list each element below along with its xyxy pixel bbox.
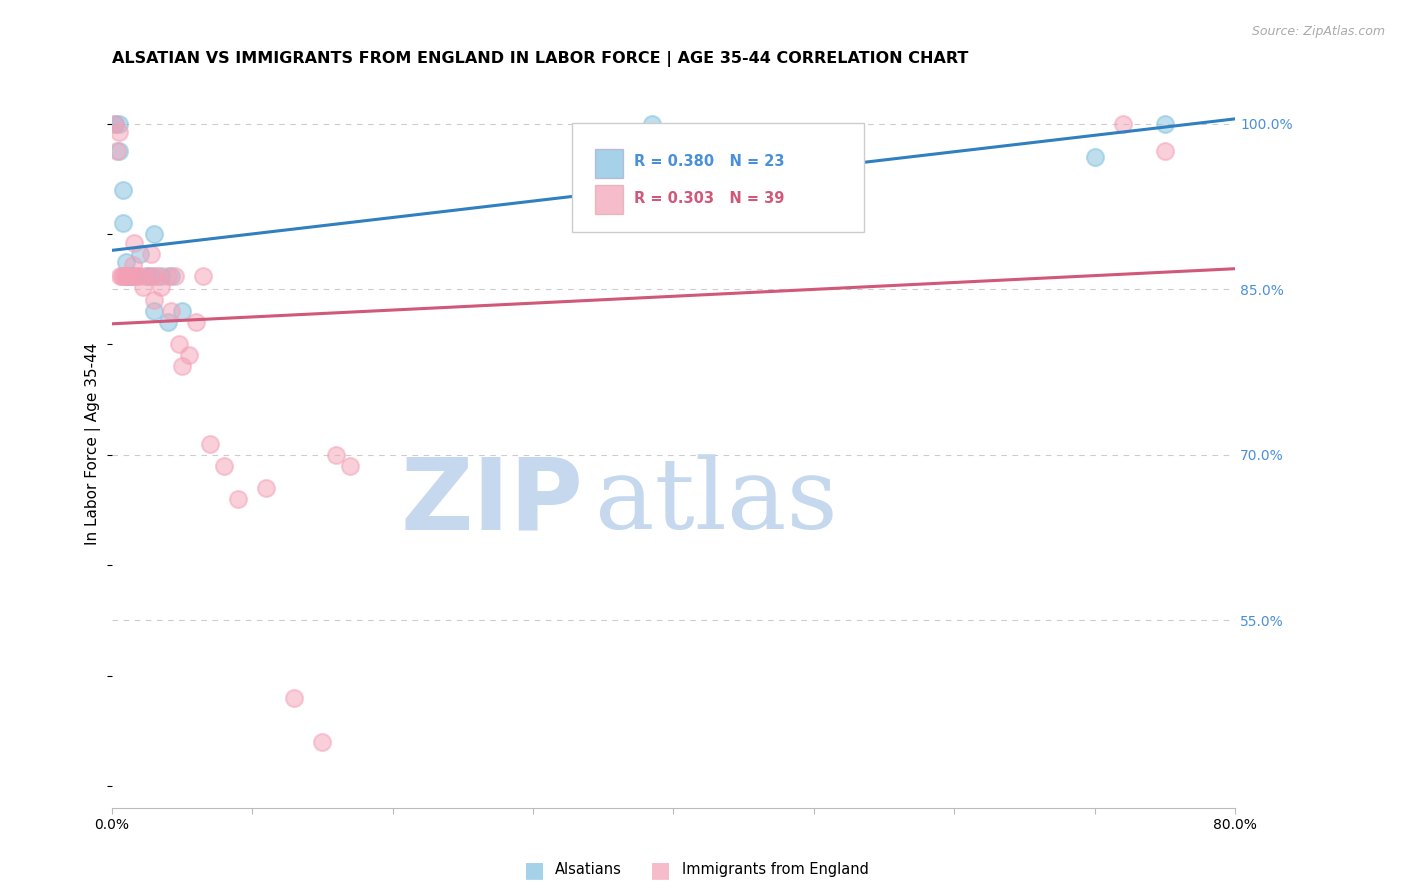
Point bbox=[135, 268, 157, 283]
Point bbox=[177, 348, 200, 362]
Point bbox=[108, 268, 131, 283]
Text: Immigrants from England: Immigrants from England bbox=[682, 863, 869, 877]
Point bbox=[254, 481, 277, 495]
FancyBboxPatch shape bbox=[572, 123, 865, 232]
Point bbox=[110, 268, 132, 283]
Point bbox=[105, 144, 128, 158]
Point bbox=[135, 268, 157, 283]
Point bbox=[125, 268, 148, 283]
Point bbox=[139, 247, 162, 261]
Point bbox=[283, 690, 305, 705]
Point bbox=[156, 315, 179, 329]
Text: ■: ■ bbox=[524, 860, 544, 880]
Point bbox=[212, 458, 235, 473]
Point bbox=[128, 247, 150, 261]
Point bbox=[159, 304, 181, 318]
Point bbox=[139, 268, 162, 283]
Point bbox=[114, 268, 136, 283]
Point bbox=[142, 304, 165, 318]
Point bbox=[325, 448, 347, 462]
Point bbox=[117, 268, 139, 283]
Point bbox=[131, 280, 153, 294]
Point bbox=[111, 268, 134, 283]
Point bbox=[111, 183, 134, 197]
Point bbox=[149, 280, 172, 294]
Point bbox=[117, 268, 139, 283]
Text: R = 0.380   N = 23: R = 0.380 N = 23 bbox=[634, 154, 785, 169]
Point bbox=[170, 304, 193, 318]
Point bbox=[191, 268, 214, 283]
Point bbox=[167, 337, 190, 351]
Point bbox=[163, 268, 186, 283]
Point bbox=[145, 268, 167, 283]
Point bbox=[159, 268, 181, 283]
Point bbox=[111, 216, 134, 230]
Point bbox=[117, 268, 139, 283]
Text: atlas: atlas bbox=[595, 454, 838, 549]
Point bbox=[198, 436, 221, 450]
Point bbox=[128, 268, 150, 283]
FancyBboxPatch shape bbox=[595, 149, 623, 178]
Point bbox=[107, 116, 129, 130]
Point bbox=[1154, 116, 1177, 130]
Point bbox=[122, 235, 145, 250]
Text: Alsatians: Alsatians bbox=[555, 863, 623, 877]
Point bbox=[1084, 150, 1107, 164]
Point bbox=[142, 268, 165, 283]
Text: ZIP: ZIP bbox=[401, 453, 583, 550]
Point bbox=[641, 116, 664, 130]
Point bbox=[103, 116, 125, 130]
Text: Source: ZipAtlas.com: Source: ZipAtlas.com bbox=[1251, 25, 1385, 38]
Point bbox=[1112, 116, 1135, 130]
Point bbox=[120, 268, 142, 283]
Point bbox=[184, 315, 207, 329]
Point bbox=[114, 254, 136, 268]
Point bbox=[142, 293, 165, 307]
Point bbox=[149, 268, 172, 283]
Point bbox=[311, 735, 333, 749]
Y-axis label: In Labor Force | Age 35-44: In Labor Force | Age 35-44 bbox=[86, 343, 101, 545]
Point bbox=[107, 125, 129, 139]
Point bbox=[226, 491, 249, 506]
Text: ALSATIAN VS IMMIGRANTS FROM ENGLAND IN LABOR FORCE | AGE 35-44 CORRELATION CHART: ALSATIAN VS IMMIGRANTS FROM ENGLAND IN L… bbox=[111, 51, 969, 67]
Point bbox=[122, 268, 145, 283]
FancyBboxPatch shape bbox=[595, 185, 623, 214]
Text: ■: ■ bbox=[651, 860, 671, 880]
Point bbox=[339, 458, 361, 473]
Point bbox=[121, 258, 143, 272]
Point bbox=[120, 268, 142, 283]
Point bbox=[103, 116, 125, 130]
Point bbox=[114, 268, 136, 283]
Point bbox=[142, 227, 165, 241]
Text: R = 0.303   N = 39: R = 0.303 N = 39 bbox=[634, 191, 785, 206]
Point bbox=[170, 359, 193, 374]
Point bbox=[156, 268, 179, 283]
Point bbox=[107, 144, 129, 158]
Point bbox=[1154, 144, 1177, 158]
Point bbox=[114, 268, 136, 283]
